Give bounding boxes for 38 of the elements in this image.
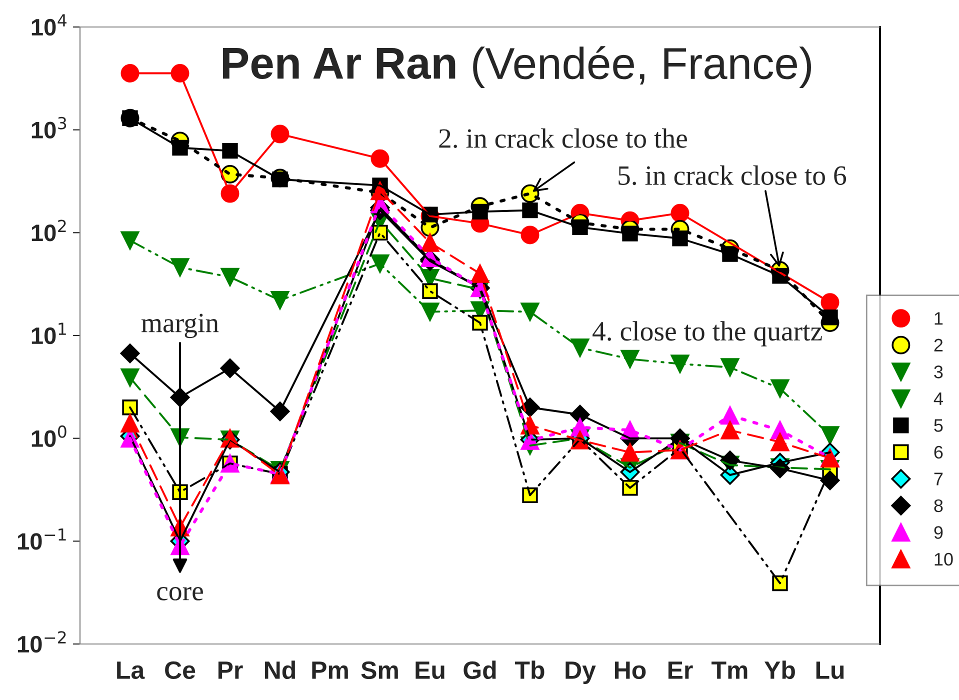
annotation: 4. close to the quartz [592, 321, 822, 346]
y-tick-label: 10$^{1}$ [32, 322, 66, 344]
chart-title: Pen Ar Ran (Vendée, France) [222, 46, 811, 88]
x-tick-label: Er [668, 662, 693, 679]
legend-label: 1 [934, 312, 943, 325]
annotation: core [157, 587, 203, 600]
annotation: 2. in crack close to the [439, 128, 687, 148]
y-tick-label: 10$^{0}$ [32, 425, 66, 447]
annotation: 5. in crack close to 6 [618, 165, 846, 186]
legend-label: 8 [934, 499, 943, 512]
legend-label: 6 [934, 446, 943, 459]
x-tick-label: Lu [816, 662, 844, 680]
x-tick-label: Tm [712, 662, 748, 679]
x-tick-label: La [117, 662, 145, 680]
x-tick-label: Pm [312, 662, 348, 679]
x-tick-label: Dy [566, 662, 596, 684]
y-tick-label: 10$^{3}$ [32, 116, 66, 138]
x-tick-label: Nd [265, 660, 296, 680]
x-tick-label: Eu [416, 662, 444, 680]
y-tick-label: 10$^{4}$ [32, 14, 66, 36]
y-tick-label: 10$^{2}$ [32, 220, 66, 242]
legend-label: 5 [934, 419, 943, 432]
annotation: margin [141, 314, 219, 338]
x-tick-label: Sm [361, 661, 398, 680]
y-tick-label: 10$^{−1}$ [18, 528, 66, 550]
x-tick-label: Gd [464, 660, 496, 680]
legend-label: 3 [934, 366, 943, 378]
y-tick-label: 10$^{−2}$ [18, 631, 66, 653]
x-tick-label: Pr [218, 662, 243, 679]
x-tick-label: Tb [515, 660, 544, 680]
legend-label: 10 [934, 552, 953, 566]
legend-label: 7 [934, 472, 943, 486]
x-tick-label: Yb [764, 660, 795, 680]
legend-label: 4 [934, 392, 943, 405]
x-tick-label: Ce [165, 661, 196, 680]
legend-label: 2 [934, 338, 943, 352]
x-tick-label: Ho [615, 662, 646, 680]
legend-label: 9 [934, 526, 943, 539]
